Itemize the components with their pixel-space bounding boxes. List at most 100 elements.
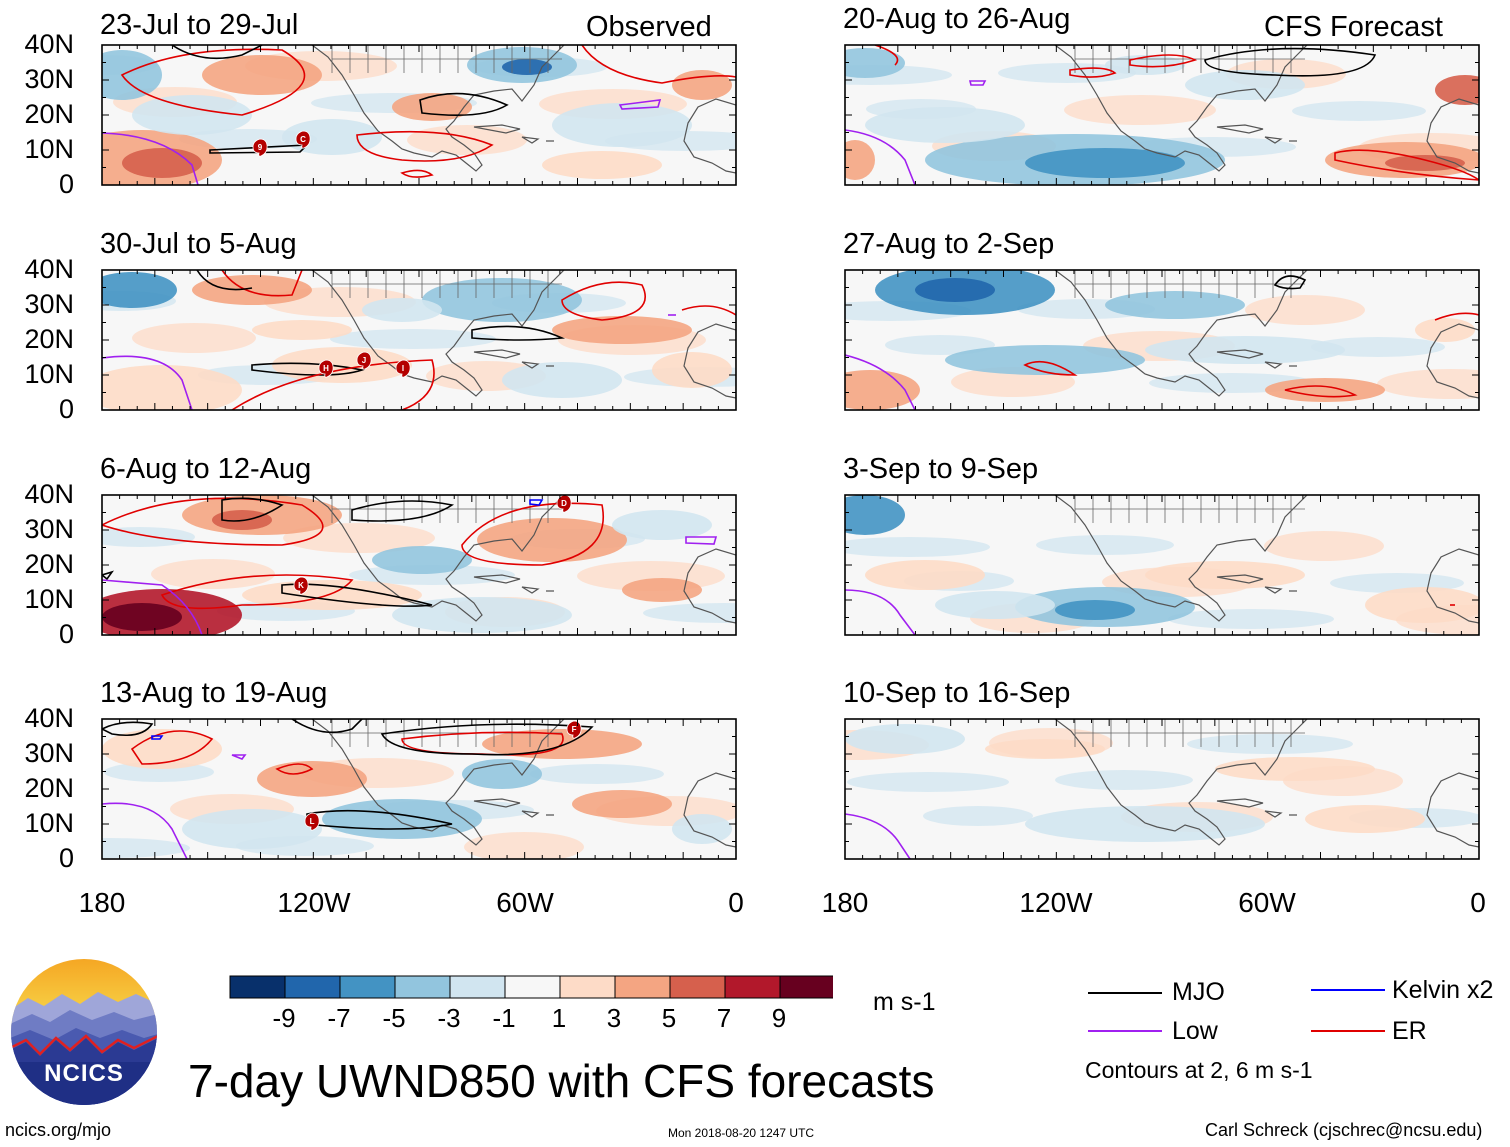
colorbar-label: -7 [327,1003,351,1033]
shading-blob [945,345,1145,375]
shading-blob [1055,770,1193,790]
panel-title: 10-Sep to 16-Sep [843,677,1071,709]
shading-blob [885,335,995,355]
shading-blob [407,125,527,155]
legend-er: ER [1392,1017,1427,1045]
colorbar-swatch [284,975,341,999]
ncics-logo: NCICS [10,958,158,1106]
colorbar-swatch [779,975,836,999]
storm-marker: H [318,359,334,378]
shading-blob [1305,805,1425,833]
storm-label: D [561,499,567,508]
shading-blob [102,729,222,769]
y-tick: 10N [24,134,74,164]
mjo-contour [1204,47,1377,77]
shading-blob [252,320,352,340]
footer-timestamp: Mon 2018-08-20 1247 UTC [668,1126,815,1140]
y-tick: 20N [24,324,74,354]
map-panel [844,269,1480,411]
land-outline [473,124,554,144]
storm-marker: C [295,130,311,149]
footer-credit: Carl Schreck (cjschrec@ncsu.edu) [1205,1120,1483,1140]
colorbar-swatch [724,975,781,999]
low-contour [231,754,247,760]
map-panel: LF [101,718,737,860]
mjo-contour [196,270,253,291]
colorbar-swatch [394,975,451,999]
mjo-contour [221,497,284,522]
shading-blob [151,559,275,589]
shading-blob [502,362,622,398]
colorbar-units: m s-1 [873,988,936,1016]
er-contour [1334,149,1479,181]
colorbar-swatch [449,975,506,999]
hurricane-icon [252,138,268,157]
er-contour [356,130,494,162]
shading-blob [1055,600,1135,620]
y-tick: 10N [24,584,74,614]
low-contour [845,813,911,859]
shading-blob [845,48,905,78]
er-contour [120,48,306,116]
panel-title: 27-Aug to 2-Sep [843,228,1055,260]
map-panel [844,44,1480,186]
shading-blob [672,70,732,100]
forecast-label: CFS Forecast [1264,11,1443,43]
panel-title: 13-Aug to 19-Aug [100,677,328,709]
er-contour [275,763,314,775]
er-contour [1434,312,1479,321]
y-tick: 40N [24,29,74,59]
y-tick: 0 [58,169,74,199]
low-contour [845,354,916,410]
y-tick: 10N [24,808,74,838]
hurricane-icon [304,812,320,831]
shading-blob [372,546,472,574]
x-tick: 60W [1238,887,1296,918]
land-outline [1426,98,1479,174]
mjo-contour [1273,275,1307,290]
low-contour [102,355,193,410]
shading-blob [845,370,920,410]
shading-blob [530,764,664,784]
shading-blob [102,838,190,858]
shading-blob [1385,155,1465,171]
er-contour [160,574,354,610]
low-contour [102,132,199,185]
land-outline [1426,548,1479,624]
er-contour [1069,67,1117,78]
panel-title: 6-Aug to 12-Aug [100,453,312,485]
colorbar-label: 7 [716,1003,732,1033]
shading-blob [1435,75,1479,105]
shading-blob [865,560,985,590]
shading-blob [935,591,1055,619]
hurricane-icon [556,495,572,513]
land-outline [683,548,736,624]
shading-blob [182,809,322,849]
x-tick: 60W [496,887,554,918]
shading-blob [132,323,256,353]
map-panel [844,718,1480,860]
shading-blob [102,365,242,410]
legend-low: Low [1172,1017,1218,1045]
land-outline [683,323,736,399]
footer-url[interactable]: ncics.org/mjo [5,1120,112,1140]
land-outline [1216,349,1297,369]
y-tick: 40N [24,479,74,509]
colorbar-swatches [229,975,836,999]
hurricane-icon [318,359,334,378]
colorbar-label: 9 [771,1003,787,1033]
storm-marker: 9 [252,138,268,157]
colorbar-label: 5 [661,1003,677,1033]
observed-label: Observed [586,11,712,43]
shading-blob [845,140,875,180]
mjo-contour [171,45,263,60]
legend-mjo: MJO [1172,978,1225,1006]
shading-blob [257,761,367,797]
panel-title: 20-Aug to 26-Aug [843,3,1071,35]
shading-blob [612,510,712,540]
y-tick: 10N [24,359,74,389]
shading-blob [923,806,1033,826]
shading-blob [622,578,702,602]
x-tick: 180 [78,887,126,918]
colorbar-swatch [339,975,396,999]
